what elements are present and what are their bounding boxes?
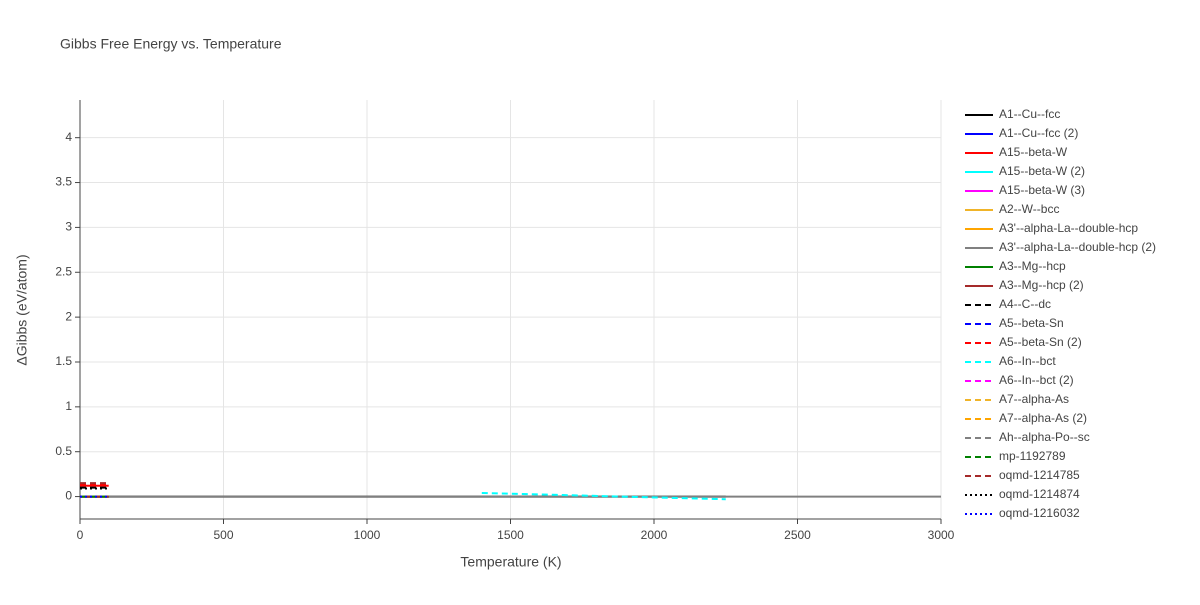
legend-label: oqmd-1214785 (999, 468, 1080, 482)
legend-label: A15--beta-W (2) (999, 164, 1085, 178)
legend-label: A5--beta-Sn (2) (999, 335, 1082, 349)
x-tick-label: 500 (213, 528, 233, 542)
y-tick-label: 3.5 (55, 175, 72, 189)
chart-title: Gibbs Free Energy vs. Temperature (60, 36, 282, 52)
x-tick-label: 2500 (784, 528, 811, 542)
legend-label: A2--W--bcc (999, 202, 1059, 216)
series-line (481, 491, 726, 501)
legend-label: mp-1192789 (999, 449, 1066, 463)
y-tick-label: 2 (65, 309, 72, 323)
legend-label: A1--Cu--fcc (999, 107, 1060, 121)
legend-label: A6--In--bct (999, 354, 1056, 368)
legend-label: A5--beta-Sn (999, 316, 1064, 330)
y-tick-label: 0 (65, 489, 72, 503)
legend-label: A6--In--bct (2) (999, 373, 1074, 387)
y-tick-label: 3 (65, 220, 72, 234)
legend-label: A15--beta-W (3) (999, 183, 1085, 197)
y-tick-label: 1.5 (55, 354, 72, 368)
x-tick-label: 2000 (641, 528, 668, 542)
x-axis-title: Temperature (K) (460, 554, 561, 570)
x-tick-label: 0 (77, 528, 84, 542)
legend-label: Ah--alpha-Po--sc (999, 430, 1090, 444)
y-tick-label: 1 (65, 399, 72, 413)
y-tick-label: 2.5 (55, 264, 72, 278)
legend-label: A15--beta-W (999, 145, 1068, 159)
legend-label: A7--alpha-As (999, 392, 1069, 406)
legend-label: oqmd-1216032 (999, 506, 1080, 520)
legend-label: A3'--alpha-La--double-hcp (2) (999, 240, 1156, 254)
legend-label: A4--C--dc (999, 297, 1051, 311)
legend-label: A3'--alpha-La--double-hcp (999, 221, 1138, 235)
legend-label: oqmd-1214874 (999, 487, 1080, 501)
x-tick-label: 1500 (497, 528, 524, 542)
legend-label: A1--Cu--fcc (2) (999, 126, 1078, 140)
legend-label: A3--Mg--hcp (2) (999, 278, 1084, 292)
x-tick-label: 3000 (928, 528, 955, 542)
y-tick-label: 4 (65, 130, 72, 144)
legend-label: A7--alpha-As (2) (999, 411, 1087, 425)
x-tick-label: 1000 (354, 528, 381, 542)
y-tick-label: 0.5 (55, 444, 72, 458)
legend-label: A3--Mg--hcp (999, 259, 1066, 273)
y-axis-title: ΔGibbs (eV/atom) (14, 254, 30, 365)
